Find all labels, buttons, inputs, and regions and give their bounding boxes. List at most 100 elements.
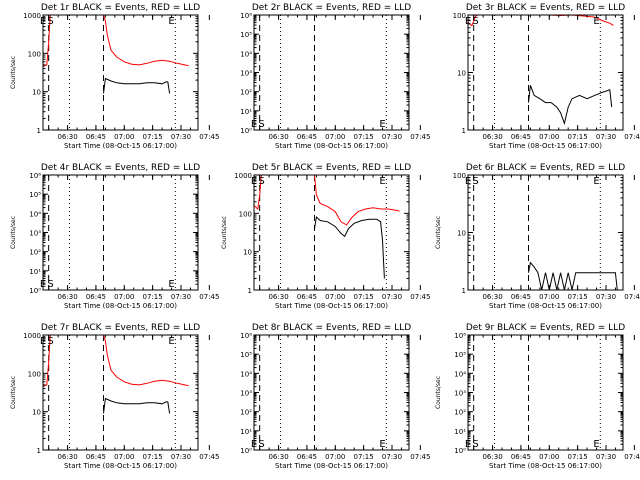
x-tick-label: 06:45 (297, 293, 317, 301)
x-tick-label: 07:30 (382, 293, 402, 301)
event-marker-label: E (593, 439, 599, 450)
x-tick-label: 07:45 (410, 133, 430, 141)
x-tick-label: 07:00 (539, 133, 559, 141)
event-marker-label: E (40, 16, 46, 27)
panel-title: Det 7r BLACK = Events, RED = LLD (41, 323, 200, 333)
x-axis-label: Start Time (08-Oct-15 06:17:00) (489, 142, 602, 150)
y-tick-label: 10⁰ (454, 447, 466, 455)
y-tick-label: 10 (32, 409, 41, 417)
panel-title: Det 3r BLACK = Events, RED = LLD (466, 3, 625, 13)
events-series-line (103, 397, 171, 414)
x-axis-label: Start Time (08-Oct-15 06:17:00) (275, 302, 388, 310)
x-tick-label: 07:15 (143, 453, 163, 461)
events-series-line (314, 216, 385, 279)
x-tick-label: 07:00 (114, 453, 134, 461)
y-tick-label: 10¹ (240, 428, 252, 436)
y-tick-label: 10 (457, 70, 466, 78)
panel-p8: Det 8r BLACK = Events, RED = LLD 10⁰ 10¹ 10… (240, 323, 430, 470)
series-group (528, 261, 618, 290)
y-tick-label: 10⁴ (240, 50, 252, 58)
panel-p3: Det 3r BLACK = Events, RED = LLD 1 10 100 06… (453, 3, 640, 150)
x-tick-label: 07:15 (354, 453, 374, 461)
panel-p2: Det 2r BLACK = Events, RED = LLD 10⁰ 10¹ 10… (240, 3, 430, 150)
x-tick-label: 07:30 (171, 453, 191, 461)
y-tick-label: 10³ (240, 70, 252, 78)
y-tick-label: 100 (239, 210, 252, 218)
x-tick-label: 07:15 (354, 293, 374, 301)
plot-frame (253, 174, 410, 291)
x-axis-label: Start Time (08-Oct-15 06:17:00) (275, 142, 388, 150)
events-series-line (528, 261, 618, 290)
series-group (43, 15, 189, 94)
lld-series-line (43, 15, 189, 68)
x-tick-label: 06:45 (511, 453, 531, 461)
y-tick-label: 10² (29, 249, 41, 257)
y-tick-label: 1 (248, 287, 252, 295)
panel-title: Det 1r BLACK = Events, RED = LLD (41, 3, 200, 13)
x-tick-label: 07:30 (382, 453, 402, 461)
y-tick-label: 10⁵ (29, 191, 41, 199)
event-marker-label: E (465, 439, 471, 450)
x-tick-label: 06:30 (482, 293, 502, 301)
y-tick-label: 10¹ (454, 428, 466, 436)
y-tick-label: 1000 (23, 332, 41, 340)
event-marker-label: E (379, 176, 385, 187)
panel-p6: Det 6r BLACK = Events, RED = LLD 1 10 100 Co… (435, 163, 640, 310)
x-axis-label: Start Time (08-Oct-15 06:17:00) (64, 462, 177, 470)
y-tick-label: 10⁶ (454, 332, 466, 340)
x-tick-label: 07:00 (539, 453, 559, 461)
x-tick-label: 07:45 (199, 133, 219, 141)
event-marker-label: S (47, 336, 53, 347)
y-tick-label: 10⁶ (240, 12, 252, 20)
y-tick-label: 1 (462, 127, 466, 135)
x-tick-label: 07:15 (568, 293, 588, 301)
y-tick-label: 10⁵ (240, 31, 252, 39)
x-tick-label: 06:45 (86, 133, 106, 141)
x-tick-label: 07:30 (596, 133, 616, 141)
panel-p5: Det 5r BLACK = Events, RED = LLD 1 10 100 10… (221, 163, 430, 310)
x-tick-label: 06:30 (268, 293, 288, 301)
y-tick-label: 10⁶ (29, 172, 41, 180)
y-tick-label: 10 (32, 89, 41, 97)
panel-p4: Det 4r BLACK = Events, RED = LLD 10⁰ 10¹ 10… (10, 163, 219, 310)
y-tick-label: 1 (462, 287, 466, 295)
y-axis-label: Counts/sec (10, 216, 17, 249)
x-axis-label: Start Time (08-Oct-15 06:17:00) (489, 462, 602, 470)
panel-title: Det 4r BLACK = Events, RED = LLD (41, 163, 200, 173)
y-tick-label: 1000 (234, 172, 252, 180)
event-marker-label: S (258, 119, 264, 130)
x-tick-label: 06:45 (297, 133, 317, 141)
event-marker-label: S (472, 16, 478, 27)
series-group (43, 335, 189, 414)
x-tick-label: 07:15 (143, 133, 163, 141)
event-marker-label: E (379, 119, 385, 130)
plot-frame (467, 334, 624, 451)
x-tick-label: 07:45 (624, 293, 640, 301)
x-axis-label: Start Time (08-Oct-15 06:17:00) (275, 462, 388, 470)
x-tick-label: 07:45 (199, 293, 219, 301)
series-group (254, 175, 400, 279)
plot-frame (42, 14, 199, 131)
x-tick-label: 07:00 (325, 133, 345, 141)
panel-title: Det 9r BLACK = Events, RED = LLD (466, 323, 625, 333)
y-tick-label: 10⁰ (240, 127, 252, 135)
x-tick-label: 07:30 (596, 293, 616, 301)
x-tick-label: 07:00 (114, 293, 134, 301)
event-marker-label: E (168, 279, 174, 290)
event-marker-label: S (472, 176, 478, 187)
y-axis-label: Counts/sec (435, 216, 442, 249)
x-tick-label: 07:15 (354, 133, 374, 141)
event-marker-label: E (40, 336, 46, 347)
event-marker-label: S (47, 16, 53, 27)
x-tick-label: 06:30 (57, 133, 77, 141)
x-tick-label: 06:45 (511, 293, 531, 301)
y-tick-label: 1 (37, 447, 41, 455)
event-marker-label: E (593, 16, 599, 27)
event-marker-label: E (465, 16, 471, 27)
x-axis-label: Start Time (08-Oct-15 06:17:00) (489, 302, 602, 310)
y-tick-label: 10¹ (29, 268, 41, 276)
plot-frame (253, 14, 410, 131)
y-tick-label: 10 (457, 230, 466, 238)
event-marker-label: E (465, 176, 471, 187)
